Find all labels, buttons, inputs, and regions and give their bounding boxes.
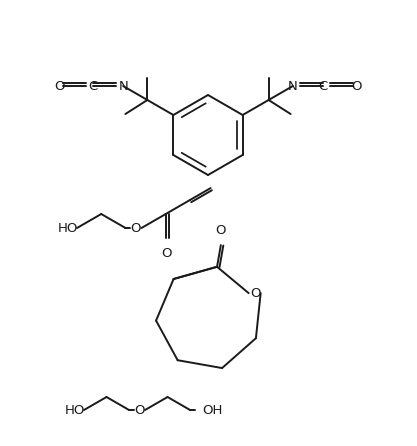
Text: HO: HO — [58, 222, 78, 235]
Text: O: O — [134, 404, 144, 417]
Text: N: N — [118, 79, 128, 92]
Text: O: O — [54, 79, 64, 92]
Text: HO: HO — [65, 404, 85, 417]
Text: C: C — [318, 79, 327, 92]
Text: O: O — [130, 222, 141, 235]
Text: C: C — [88, 79, 98, 92]
Text: N: N — [288, 79, 298, 92]
Text: O: O — [251, 287, 261, 300]
Text: O: O — [161, 247, 172, 260]
Text: O: O — [352, 79, 362, 92]
Text: OH: OH — [202, 404, 222, 417]
Text: O: O — [216, 224, 226, 237]
